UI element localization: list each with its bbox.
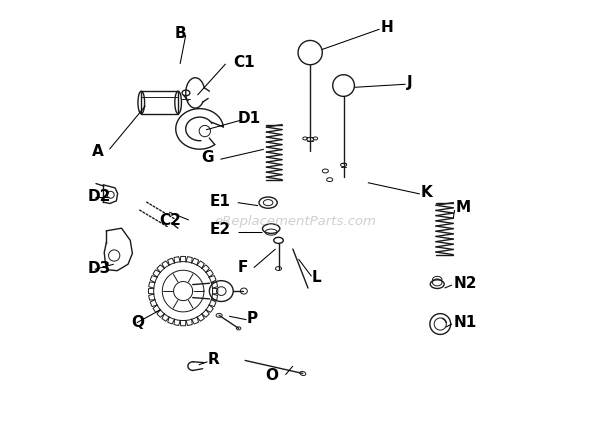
Text: D3: D3 xyxy=(88,260,111,276)
Text: E1: E1 xyxy=(210,193,231,208)
Text: N1: N1 xyxy=(453,314,477,329)
Text: D1: D1 xyxy=(238,111,261,126)
Text: M: M xyxy=(455,200,471,215)
Text: P: P xyxy=(247,310,258,325)
Text: D2: D2 xyxy=(88,189,111,204)
Text: N2: N2 xyxy=(453,275,477,290)
Text: eReplacementParts.com: eReplacementParts.com xyxy=(214,215,376,228)
Text: A: A xyxy=(91,144,103,159)
Text: K: K xyxy=(421,184,432,199)
Text: H: H xyxy=(381,20,394,35)
Text: B: B xyxy=(174,26,186,41)
Text: E2: E2 xyxy=(209,222,231,237)
Text: L: L xyxy=(312,269,321,284)
Text: F: F xyxy=(238,259,248,274)
Text: C1: C1 xyxy=(234,55,255,69)
Text: C2: C2 xyxy=(159,213,181,228)
Text: J: J xyxy=(407,75,412,89)
Text: G: G xyxy=(201,150,214,165)
Text: Q: Q xyxy=(131,314,144,329)
Bar xyxy=(141,92,178,115)
Text: R: R xyxy=(208,352,219,366)
Text: O: O xyxy=(266,368,278,382)
